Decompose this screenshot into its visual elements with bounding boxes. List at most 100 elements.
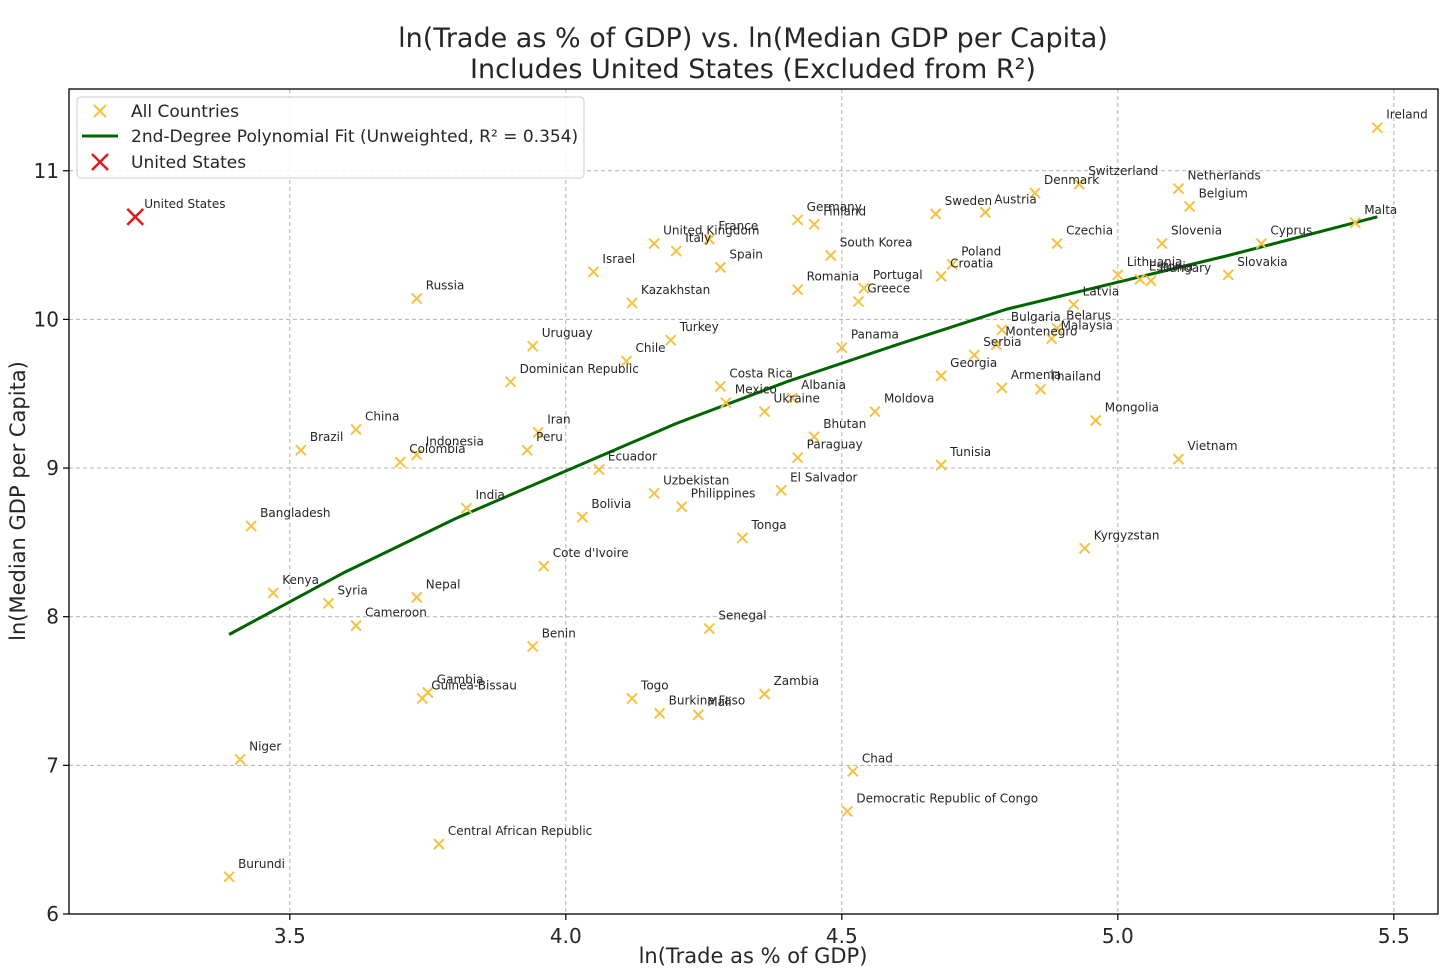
point-label-united-states: United States <box>144 197 225 211</box>
point-guinea-bissau <box>416 692 428 705</box>
point-costa-rica <box>714 380 727 393</box>
point-labels: Ireland Malta Netherlands Belgium Switzerlan… <box>144 108 1428 871</box>
point-label-china: China <box>365 409 399 423</box>
chart-title: ln(Trade as % of GDP) vs. ln(Median GDP … <box>398 23 1108 54</box>
point-label-togo: Togo <box>640 678 669 692</box>
point-belgium <box>1183 200 1196 213</box>
chart-subtitle: Includes United States (Excluded from R²… <box>470 54 1036 85</box>
point-israel <box>587 266 600 278</box>
point-label-armenia: Armenia <box>1011 368 1061 382</box>
point-indonesia <box>411 448 423 461</box>
point-label-chad: Chad <box>862 751 893 765</box>
point-label-tunisia: Tunisia <box>949 445 991 459</box>
point-estonia <box>1134 273 1146 285</box>
point-brazil <box>295 444 307 456</box>
point-label-hungary: Hungary <box>1160 261 1211 275</box>
legend-box <box>76 96 585 179</box>
point-malta <box>1349 217 1361 229</box>
point-label-slovenia: Slovenia <box>1171 224 1222 238</box>
point-label-belgium: Belgium <box>1199 186 1248 200</box>
point-moldova <box>869 405 881 418</box>
point-germany <box>791 214 804 226</box>
point-label-senegal: Senegal <box>718 609 766 623</box>
point-label-bhutan: Bhutan <box>823 417 866 431</box>
point-uzbekistan <box>648 487 660 500</box>
point-chad <box>847 765 859 778</box>
point-china <box>350 423 362 436</box>
point-label-albania: Albania <box>801 378 846 392</box>
point-label-colombia: Colombia <box>409 442 465 456</box>
point-greece <box>852 295 865 308</box>
point-label-iran: Iran <box>547 412 570 426</box>
legend-marker-all-countries <box>93 104 107 118</box>
point-label-syria: Syria <box>337 583 367 597</box>
point-label-philippines: Philippines <box>691 487 756 501</box>
point-label-chile: Chile <box>636 341 666 355</box>
point-chile <box>620 355 633 367</box>
point-label-mexico: Mexico <box>735 383 777 397</box>
point-label-austria: Austria <box>994 192 1036 206</box>
y-tick-label: 9 <box>46 456 59 480</box>
point-france <box>703 233 716 245</box>
point-label-malaysia: Malaysia <box>1061 319 1113 333</box>
x-tick-label: 4.0 <box>550 924 582 948</box>
point-poland <box>946 258 958 271</box>
point-mali <box>692 709 705 721</box>
y-axis-label: ln(Median GDP per Capita) <box>6 361 30 641</box>
point-label-germany: Germany <box>807 200 862 214</box>
point-label-uzbekistan: Uzbekistan <box>663 473 729 487</box>
point-senegal <box>703 622 716 635</box>
point-label-lithuania: Lithuania <box>1127 255 1183 269</box>
point-label-brazil: Brazil <box>310 430 344 444</box>
point-romania <box>791 283 804 296</box>
point-zambia <box>758 688 771 700</box>
point-nepal <box>411 591 423 604</box>
axis-ticks: 3.5 4.0 4.5 5.0 5.5 6 7 8 9 10 11 <box>34 159 1410 948</box>
point-uruguay <box>526 340 539 352</box>
point-label-nepal: Nepal <box>426 577 461 591</box>
point-label-gambia: Gambia <box>437 673 484 687</box>
point-label-guinea-bissau: Guinea-Bissau <box>431 678 517 692</box>
point-slovakia <box>1222 269 1234 281</box>
point-label-niger: Niger <box>249 739 281 753</box>
point-slovenia <box>1156 237 1168 250</box>
point-label-panama: Panama <box>851 328 899 342</box>
point-india <box>460 502 473 514</box>
point-label-zambia: Zambia <box>774 674 820 688</box>
y-tick-label: 11 <box>34 159 59 183</box>
point-label-democratic-republic-of-congo: Democratic Republic of Congo <box>856 791 1038 805</box>
point-label-italy: Italy <box>685 231 711 245</box>
point-ireland <box>1371 121 1383 134</box>
point-label-malta: Malta <box>1364 203 1397 217</box>
point-turkey <box>664 334 677 346</box>
point-benin <box>526 640 539 653</box>
point-label-costa-rica: Costa Rica <box>729 366 792 380</box>
legend-label-fit: 2nd-Degree Polynomial Fit (Unweighted, R… <box>131 127 578 147</box>
legend-label-all-countries: All Countries <box>131 102 239 122</box>
point-armenia <box>996 382 1008 394</box>
point-democratic-republic-of-congo <box>841 805 854 818</box>
point-label-peru: Peru <box>536 430 563 444</box>
fit-line-group <box>228 215 1378 636</box>
point-label-serbia: Serbia <box>983 335 1021 349</box>
data-points <box>126 121 1383 883</box>
point-kyrgyzstan <box>1079 542 1091 555</box>
point-label-slovakia: Slovakia <box>1237 255 1287 269</box>
point-spain <box>714 261 727 274</box>
point-label-indonesia: Indonesia <box>426 435 484 449</box>
point-label-montenegro: Montenegro <box>1005 325 1077 339</box>
point-hungary <box>1145 275 1157 287</box>
point-kenya <box>267 587 279 599</box>
point-label-switzerland: Switzerland <box>1088 164 1158 178</box>
point-label-uruguay: Uruguay <box>542 326 593 340</box>
y-tick-label: 7 <box>46 753 59 777</box>
point-label-georgia: Georgia <box>950 356 997 370</box>
point-label-benin: Benin <box>542 626 576 640</box>
point-label-burkina-faso: Burkina Faso <box>669 693 746 707</box>
point-portugal <box>858 282 870 294</box>
point-ecuador <box>593 463 605 476</box>
point-label-south-korea: South Korea <box>840 235 913 249</box>
point-label-moldova: Moldova <box>884 392 934 406</box>
point-label-central-african-republic: Central African Republic <box>448 824 592 838</box>
